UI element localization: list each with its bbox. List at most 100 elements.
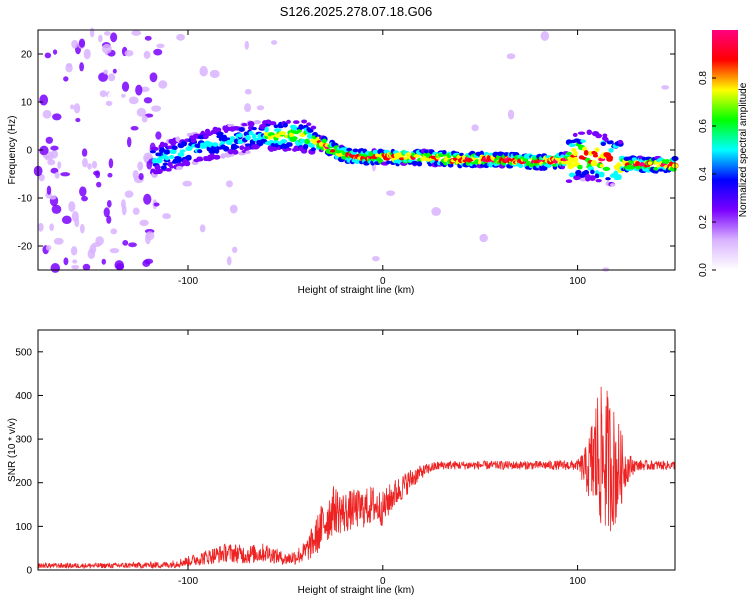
spectrogram-cell [153,202,160,207]
spectrogram-cell [53,237,64,245]
spectrogram-cell [575,169,582,176]
spectrogram-cell [589,175,596,179]
spectrogram-cell [141,115,148,123]
spectrogram-cell [386,190,396,196]
spectrogram-cell [540,31,550,41]
spectrogram-cell [435,144,445,149]
spectrogram-cell [664,158,670,165]
spectrogram-cell [231,145,240,149]
spectrogram-cell [107,91,115,102]
spectrogram-cell [635,165,643,170]
spectrogram-cell [244,40,250,50]
spectrogram-cell [103,31,111,36]
spectrogram-cell [595,133,603,139]
spectrogram-cell [82,157,88,168]
spectrogram-cell [99,90,107,98]
spectrogram-cell [131,30,142,36]
spectrogram-cell [89,27,95,38]
spectrogram-cell [149,72,158,83]
spectrogram-cell [46,185,52,196]
spectrogram-cell [197,149,203,154]
spectrogram-cell [153,147,159,151]
spectrogram-cell [71,39,79,49]
spectrogram-cell [83,48,91,60]
snr-y-tick-label: 100 [15,522,32,533]
snr-y-tick-label: 500 [15,347,32,358]
spectrogram-cell [143,97,153,104]
spectrogram-cell [108,158,114,169]
spectrogram-cell [583,149,589,156]
spectrogram-cell [163,149,171,155]
spectrogram-cell [144,35,152,41]
spectrogram-cell [580,139,586,143]
spectrogram-cell [156,43,165,49]
spectrogram-cell [229,136,235,143]
spectrogram-cell [605,155,614,160]
spectrogram-cell [286,119,291,124]
spectrogram-cell [213,154,221,160]
spectrogram-cell [282,122,288,128]
colorbar-tick-label: 0.4 [698,167,709,181]
spectrogram-cell [304,138,310,145]
spectrogram-cell [72,259,78,264]
spectrogram-cell [175,136,181,143]
snr-background [38,330,675,570]
spectrogram-cell [238,126,245,132]
spectrogram-cell [137,161,144,171]
spectrogram-cell [372,149,380,155]
spectrogram-cell [63,257,69,266]
spectrogram-cell [105,100,113,106]
spectrogram-cell [98,34,103,43]
spectrogram-cell [244,103,252,113]
spectrogram-cell [287,142,293,147]
spectrogram-cell [245,134,251,141]
spectrogram-cell [199,224,206,233]
spectrogram-cell [471,124,479,132]
spectrogram-cell [165,167,172,172]
spectrogram-cell [61,215,72,225]
spectrogram-cell [181,140,188,147]
spectrogram-cell [63,76,69,82]
spectrogram-cell [81,195,88,202]
spectrogram-cell [616,174,622,180]
snr-frame [37,329,676,571]
spectrogram-cell [164,156,170,161]
spectrogram-cell [162,213,172,220]
spectrogram-cell [45,136,54,144]
spectrogram-cell [352,148,359,153]
spectrogram-cell [296,128,302,133]
spectrogram-cell [140,86,150,93]
colorbar-ticks: 0.0 0.2 0.4 0.6 0.8 [698,71,716,277]
spectrogram-cell [91,160,98,169]
spectrogram-cell [608,147,614,153]
spectrogram-cell [566,151,572,156]
colorbar: 0.0 0.2 0.4 0.6 0.8 Normalized spectral ampl… [698,30,749,277]
spectrogram-cell [264,126,269,133]
spectrogram-cell [567,158,574,165]
spectrogram-cell [616,162,622,169]
spectrogram-cell [310,125,317,130]
spectrogram-cell [269,139,274,144]
spectrogram-cell [177,152,185,157]
spectrogram-cell [115,263,125,271]
spectrogram-cell [79,186,87,197]
spectrogram-cell [128,242,137,248]
spectrogram-cell [138,172,144,181]
spectrogram-cell [57,161,62,169]
spectrogram-cell [124,190,134,198]
spectrogram-cell [145,231,155,241]
spectrogram-cell [39,94,49,106]
spectrogram-cell [110,32,118,43]
spectrogram-cell [237,133,244,138]
spectrogram-cell [285,147,292,151]
spectrogram-x-axis-title: Height of straight line (km) [298,285,415,296]
spectrogram-cell [251,133,257,139]
spectrogram-cell [82,263,91,271]
spectrogram-cell [175,165,183,170]
spectrogram-x-tick-label: 0 [380,276,386,287]
spectrogram-cell [199,65,208,77]
spectrogram-cell [291,126,299,131]
spectrogram-cell [256,105,265,111]
spectrogram-cell [103,69,109,75]
